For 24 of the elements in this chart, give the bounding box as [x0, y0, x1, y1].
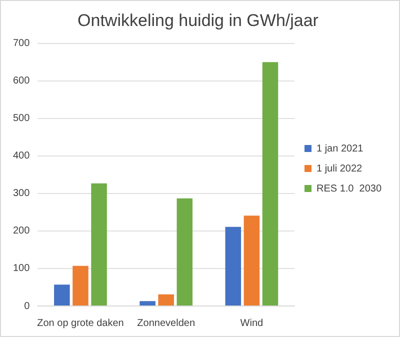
bar	[72, 266, 88, 306]
bar	[176, 198, 193, 306]
bar	[140, 301, 156, 306]
x-tick-label: Zonnevelden	[137, 318, 196, 329]
bar	[91, 183, 107, 306]
y-tick-label: 600	[12, 76, 30, 87]
bar	[244, 216, 260, 306]
y-tick-label: 200	[12, 226, 30, 237]
legend-label: RES 1.0 2030	[316, 183, 382, 194]
y-tick-label: 500	[12, 113, 30, 124]
y-tick-label: 100	[12, 263, 30, 274]
legend-label: 1 juli 2022	[316, 163, 363, 174]
chart-title: Ontwikkeling huidig in GWh/jaar	[78, 10, 319, 30]
y-tick-label: 300	[12, 188, 30, 200]
legend-label: 1 jan 2021	[316, 143, 364, 154]
bar	[225, 226, 242, 306]
y-tick-label: 700	[12, 38, 30, 50]
bar	[262, 62, 278, 306]
bar	[54, 284, 70, 306]
bar	[158, 294, 174, 306]
y-tick-label: 0	[24, 300, 30, 312]
x-tick-label: Zon op grote daken	[37, 318, 124, 329]
y-tick-label: 400	[12, 150, 30, 162]
x-tick-label: Wind	[240, 318, 264, 329]
